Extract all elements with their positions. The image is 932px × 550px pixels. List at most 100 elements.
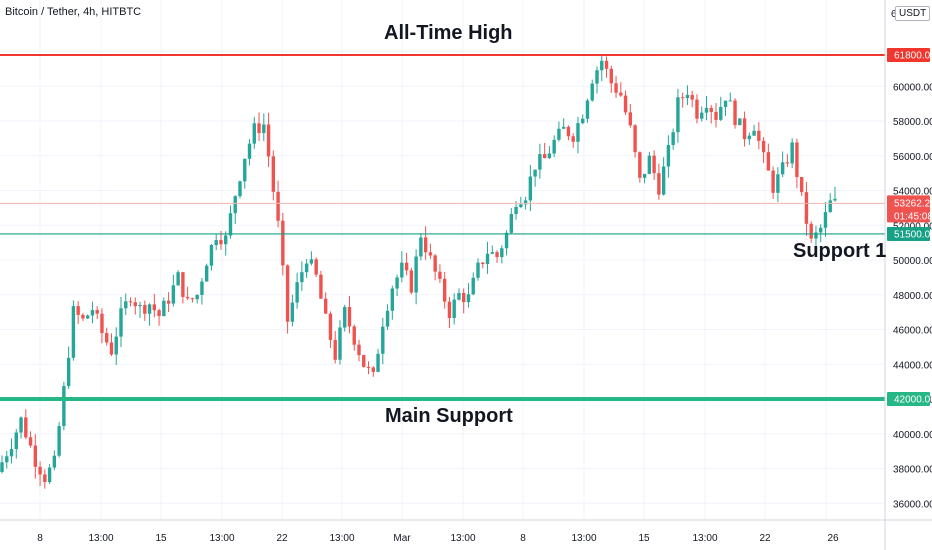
x-tick-label: 13:00 [692,533,717,544]
candle-body [400,262,404,278]
main-support-price-tag [887,392,930,406]
candle-body [204,265,209,282]
ath-price-tag-text: 61800.00 [894,50,932,61]
candle-body [481,262,485,265]
candle-body [33,445,38,467]
candle-body [404,262,409,271]
candle-body [504,232,509,249]
candle-body [352,326,356,345]
candle-body [433,255,437,272]
y-tick-label: 6 [891,9,897,20]
candle-body [485,253,490,265]
candle-body [100,313,104,334]
y-axis: 36000.00 38000.00 40000.00 42000.00 44000.00… [891,9,932,510]
candle-body [309,259,314,264]
candle-body [619,92,623,96]
candle-body [76,306,80,315]
candle-body [119,308,123,337]
candle-body [666,144,671,167]
candle-body [333,339,337,360]
candle-body [238,181,242,197]
candle-body [566,126,571,137]
candle-body [704,107,709,113]
candle-body [680,97,685,99]
candle-body [819,227,823,233]
x-tick-label: 15 [638,533,650,544]
candle-body [328,313,333,340]
candle-body [414,256,418,293]
ath-annotation: All-Time High [384,22,513,44]
candle-body [143,304,147,314]
candle-body [52,455,57,468]
candle-body [719,106,723,120]
candle-body [700,112,704,119]
candle-body [495,252,499,258]
candle-body [57,426,61,456]
candle-body [590,83,594,101]
candle-body [447,301,452,319]
candle-body [85,315,90,319]
current-price-text: 53262.25 [894,198,932,209]
price-tags: 61800.00 51500.00 42000.00 53262.25 01:45:08 [887,47,932,406]
y-tick-label: 38000.00 [893,465,932,476]
candle-body [676,97,680,133]
candle-body [723,100,728,107]
candle-body [423,237,428,253]
candle-body [533,169,537,177]
candle-body [466,294,471,303]
candle-body [228,213,233,236]
candle-body [728,100,732,102]
candle-body [214,240,218,246]
candle-body [257,123,261,134]
candle-body [190,298,195,300]
candle-body [766,152,771,171]
candle-body [128,301,133,303]
candle-body [747,135,752,140]
candle-body [462,293,466,303]
candle-body [695,99,699,119]
candle-body [28,437,33,446]
candle-body [452,299,456,319]
candle-body [243,158,247,182]
candle-body [638,152,642,178]
y-tick-label: 58000.00 [893,117,932,128]
candle-body [652,155,656,174]
candle-body [395,277,399,289]
candle-body [200,281,204,295]
candle-body [614,83,618,93]
candle-body [514,207,518,215]
candle-body [490,252,494,254]
candle-body [390,288,395,311]
candle-body [304,263,309,273]
candle-body [90,310,95,316]
candle-body [24,417,28,438]
candle-body [661,166,666,195]
candle-body [690,94,694,100]
grid [0,0,885,520]
candle-body [109,342,114,355]
candle-body [600,60,604,71]
candle-body [795,142,799,178]
candle-body [733,100,737,126]
candle-body [595,70,599,84]
candle-body [276,191,280,221]
candle-body [95,310,99,314]
currency-button[interactable]: USDT [895,6,931,21]
candle-body [300,272,304,283]
candle-body [338,327,342,360]
candle-body [500,248,504,258]
candle-body [138,304,142,307]
candle-body [285,265,290,322]
candle-body [47,467,52,483]
candle-body [528,176,533,201]
candle-body [776,174,780,193]
x-tick-label: 8 [520,533,526,544]
candle-body [66,357,71,387]
candle-body [752,130,756,136]
y-tick-label: 52000.00 [893,221,932,232]
candle-body [523,200,528,205]
candle-body [757,130,761,141]
countdown-text: 01:45:08 [894,211,932,222]
candle-body [343,306,347,328]
